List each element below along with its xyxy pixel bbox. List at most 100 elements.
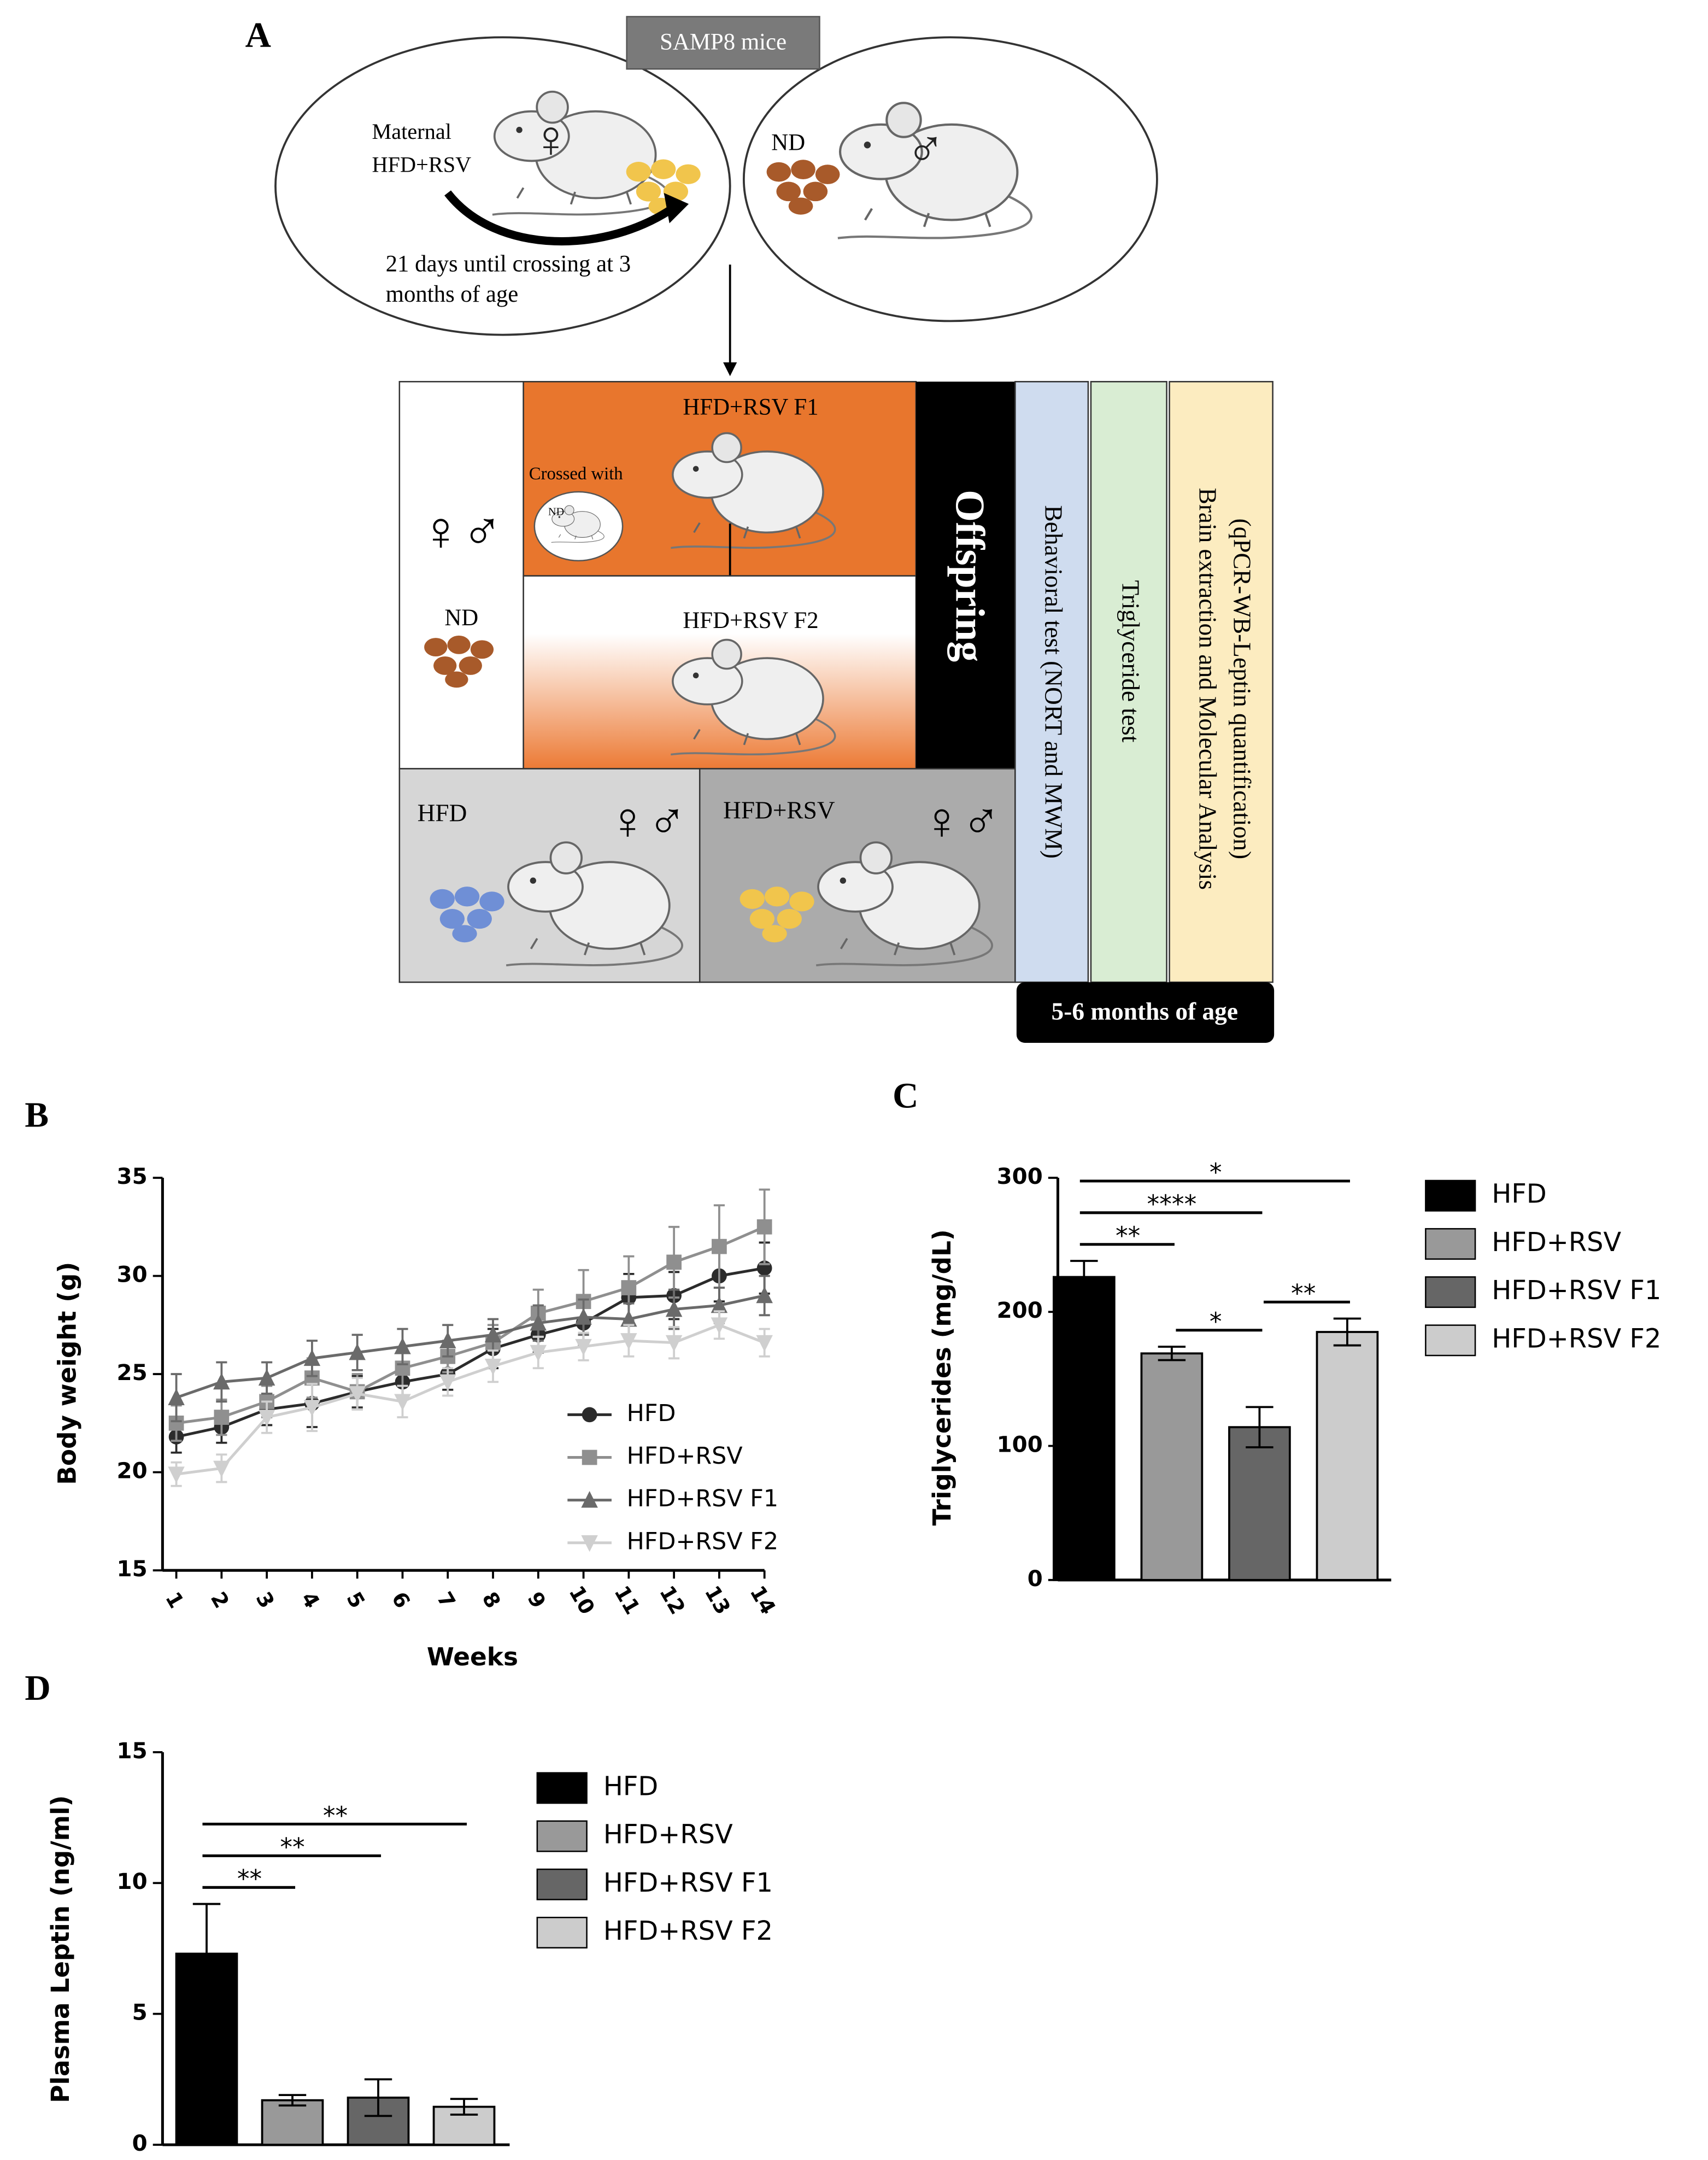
marker xyxy=(620,1310,637,1327)
legend-swatch xyxy=(1425,1276,1476,1308)
error-bar xyxy=(364,2078,392,2117)
bar xyxy=(261,2099,324,2146)
female-circle xyxy=(274,36,731,336)
significance-label: ** xyxy=(323,1801,348,1830)
male-circle xyxy=(742,36,1158,322)
legend-label: HFD xyxy=(603,1771,658,1801)
marker xyxy=(711,1296,728,1313)
marker xyxy=(575,1339,592,1356)
y-tick-label: 100 xyxy=(997,1432,1043,1458)
marker xyxy=(581,1535,598,1552)
error-bar xyxy=(278,2094,307,2107)
test-box xyxy=(1090,381,1167,983)
series-line xyxy=(176,1323,765,1476)
arrow-head xyxy=(664,193,689,224)
error-bar xyxy=(1070,1260,1098,1294)
crossed-label: Crossed with xyxy=(529,464,623,484)
arrow xyxy=(444,190,678,246)
maternal-label: Maternal xyxy=(372,119,451,144)
y-tick-label: 25 xyxy=(117,1360,148,1386)
marker xyxy=(168,1466,185,1483)
x-axis-label: Weeks xyxy=(427,1642,518,1671)
legend-label: HFD+RSV F2 xyxy=(1492,1324,1661,1354)
error-bar xyxy=(192,1903,221,2005)
legend-swatch xyxy=(536,1868,588,1900)
legend-label: HFD+RSV xyxy=(603,1820,733,1850)
legend-label: HFD+RSV F1 xyxy=(603,1868,773,1898)
female-symbol: ♀ xyxy=(531,110,571,168)
significance-label: **** xyxy=(1147,1190,1197,1219)
marker xyxy=(530,1314,547,1331)
test-box xyxy=(1014,381,1089,983)
marker xyxy=(756,1219,772,1235)
test-label: Triglyceride test xyxy=(1117,580,1144,742)
group-label: ND xyxy=(444,605,478,631)
crossed-diet: ND xyxy=(548,506,564,518)
legend-label: HFD+RSV F1 xyxy=(1492,1276,1661,1306)
marker xyxy=(582,1407,597,1423)
significance-label: ** xyxy=(237,1864,262,1893)
legend-label: HFD+RSV F2 xyxy=(627,1528,778,1555)
group-label: HFD+RSV F2 xyxy=(683,608,818,633)
legend-swatch xyxy=(1425,1228,1476,1260)
marker xyxy=(303,1349,321,1366)
marker xyxy=(711,1317,728,1334)
marker xyxy=(712,1239,727,1254)
y-tick-label: 30 xyxy=(117,1261,148,1287)
panel-label: B xyxy=(25,1096,49,1135)
panel-label: C xyxy=(893,1076,918,1116)
marker xyxy=(666,1254,682,1270)
panel-label: D xyxy=(25,1669,50,1708)
y-tick-label: 200 xyxy=(997,1298,1043,1323)
test-label: Behavioral test (NORT and MWM) xyxy=(1040,505,1067,858)
marker xyxy=(439,1374,456,1392)
y-tick-label: 35 xyxy=(117,1164,148,1189)
maternal-label: HFD+RSV xyxy=(372,152,471,177)
bar xyxy=(1228,1426,1291,1581)
marker xyxy=(213,1372,230,1390)
offspring-box xyxy=(915,381,1016,769)
marker xyxy=(582,1449,597,1465)
y-tick-label: 10 xyxy=(117,1869,148,1894)
both-symbol: ♀♂ xyxy=(922,792,1001,850)
marker xyxy=(665,1300,683,1317)
panel-label: A xyxy=(245,16,271,55)
marker xyxy=(349,1386,366,1403)
marker xyxy=(484,1358,502,1376)
test-box xyxy=(1169,381,1273,983)
significance-label: * xyxy=(1210,1158,1222,1187)
y-tick-label: 15 xyxy=(117,1556,148,1582)
marker xyxy=(620,1333,637,1350)
diagram: A SAMP8 mice ♀ Maternal HFD+RSV 21 days … xyxy=(245,16,1275,1043)
legend-label: HFD+RSV xyxy=(1492,1228,1621,1258)
legend-swatch xyxy=(536,1772,588,1804)
test-label: Brain extraction and Molecular Analysis xyxy=(1194,488,1222,890)
y-tick-label: 0 xyxy=(1028,1566,1043,1592)
bar xyxy=(1140,1352,1204,1581)
crossing-note: months of age xyxy=(386,281,519,307)
marker xyxy=(258,1410,275,1427)
both-symbol: ♀♂ xyxy=(608,792,687,850)
significance-label: ** xyxy=(1116,1222,1140,1251)
arrow-head xyxy=(723,362,737,377)
y-axis-label: Plasma Leptin (ng/ml) xyxy=(46,1795,75,2103)
marker xyxy=(213,1460,230,1478)
both-symbol: ♀♂ xyxy=(420,501,503,562)
legend-label: HFD+RSV F1 xyxy=(627,1485,778,1512)
bar xyxy=(1053,1276,1116,1581)
age-label: 5-6 months of age xyxy=(1052,997,1238,1025)
legend-swatch xyxy=(536,1820,588,1852)
marker xyxy=(665,1335,683,1352)
marker xyxy=(621,1280,637,1295)
male-diet: ND xyxy=(771,130,805,156)
marker xyxy=(394,1394,411,1411)
y-tick-label: 5 xyxy=(132,2000,148,2026)
marker xyxy=(214,1410,230,1425)
legend-label: HFD xyxy=(1492,1179,1546,1210)
test-label: (qPCR-WB-Leptin quantification) xyxy=(1229,518,1256,859)
marker xyxy=(530,1345,547,1362)
marker xyxy=(581,1491,598,1508)
